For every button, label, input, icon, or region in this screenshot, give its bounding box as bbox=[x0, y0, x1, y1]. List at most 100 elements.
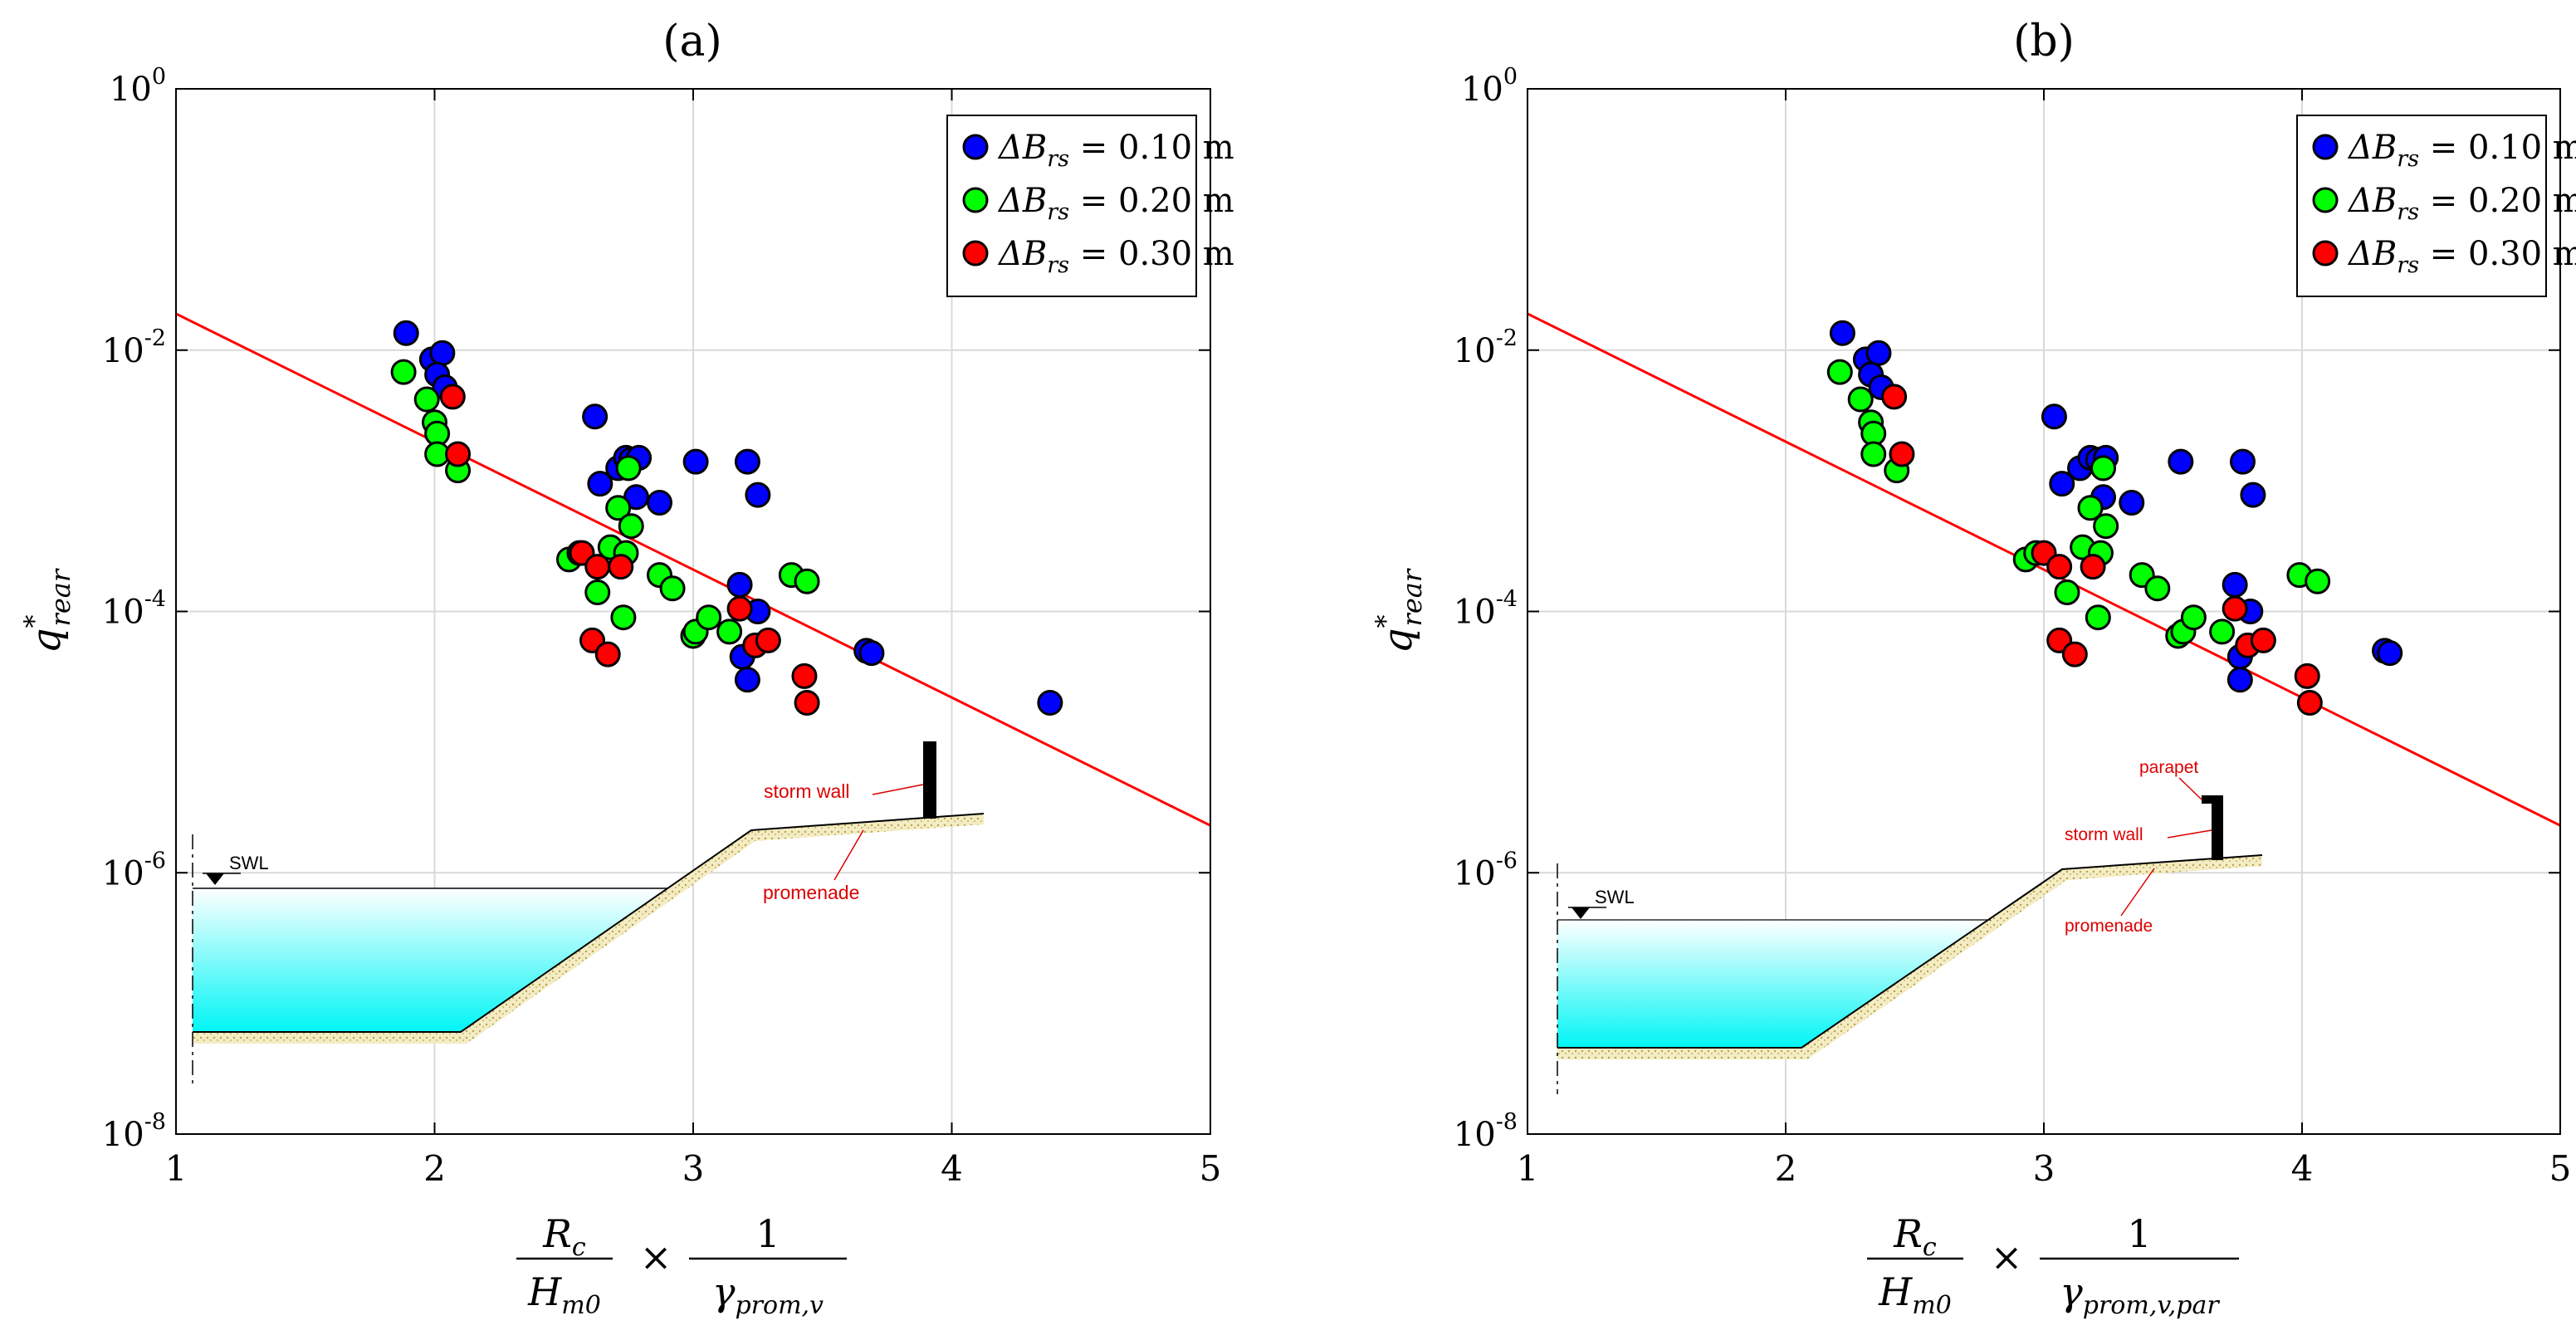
inset-diagram-b: SWL parapet storm wall promenade bbox=[1557, 758, 2263, 1094]
y-tick-label: 10-6 bbox=[102, 848, 166, 892]
data-point-green bbox=[696, 604, 722, 631]
data-points-a bbox=[390, 320, 1063, 716]
x-label-den2-sub: prom,v,par bbox=[2083, 1291, 2221, 1320]
legend-value: = 0.20 m bbox=[1069, 182, 1234, 220]
legend-box bbox=[2296, 115, 2547, 297]
storm-wall-shape bbox=[923, 741, 936, 819]
swl-marker-icon bbox=[206, 873, 224, 885]
data-point-red bbox=[2296, 690, 2323, 716]
legend-symbol: ΔB bbox=[997, 182, 1047, 220]
x-label-numerator-1: Rc bbox=[1893, 1211, 1937, 1262]
seabed-outline bbox=[1557, 854, 2263, 1049]
data-point-blue bbox=[393, 320, 419, 346]
data-point-blue bbox=[858, 640, 885, 667]
x-tick-label: 2 bbox=[1775, 1148, 1797, 1189]
x-label-num1: R bbox=[542, 1211, 572, 1256]
y-tick-exponent: -8 bbox=[144, 1109, 166, 1135]
legend-value: = 0.10 m bbox=[2419, 129, 2576, 167]
data-point-blue bbox=[2240, 482, 2266, 508]
x-label-num1-sub: c bbox=[1923, 1233, 1937, 1262]
legend-value: = 0.30 m bbox=[1069, 235, 1234, 273]
x-label-denominator-1: Hm0 bbox=[1878, 1269, 1952, 1320]
y-tick-base: 10 bbox=[102, 1116, 144, 1154]
trend-line-b bbox=[1527, 312, 2561, 827]
y-tick-exponent: 0 bbox=[152, 64, 166, 90]
data-point-red bbox=[794, 690, 820, 716]
data-point-green bbox=[2209, 619, 2236, 645]
data-point-green bbox=[2180, 604, 2207, 631]
seabed-outline bbox=[193, 813, 985, 1033]
data-point-green bbox=[2085, 604, 2111, 631]
data-point-blue bbox=[2041, 403, 2067, 430]
data-point-red bbox=[726, 595, 753, 622]
data-point-green bbox=[584, 579, 611, 606]
x-tick-label: 1 bbox=[165, 1148, 188, 1189]
data-points-b bbox=[1826, 320, 2403, 716]
data-point-green bbox=[610, 604, 637, 631]
panel-b: SWL parapet storm wall promenade 1 2 3 4 510… bbox=[1370, 17, 2576, 1320]
data-point-red bbox=[439, 384, 466, 410]
y-tick-base: 10 bbox=[1461, 71, 1503, 109]
y-label-superscript: * bbox=[1370, 614, 1401, 628]
data-point-green bbox=[1860, 441, 1887, 467]
x-tick-label: 4 bbox=[941, 1148, 963, 1189]
trend-line bbox=[1527, 312, 2561, 827]
data-point-red bbox=[1889, 441, 1915, 467]
swl-marker-icon bbox=[1572, 907, 1590, 919]
legend-marker-red bbox=[2312, 240, 2339, 266]
y-tick-label: 10-4 bbox=[1454, 587, 1518, 632]
y-axis-label-a: q*rear bbox=[18, 568, 76, 653]
data-point-red bbox=[594, 641, 621, 667]
y-tick-exponent: -2 bbox=[1496, 325, 1518, 351]
x-label-numerator-2: 1 bbox=[2127, 1211, 2151, 1256]
y-tick-base: 10 bbox=[102, 332, 144, 370]
data-point-green bbox=[1847, 386, 1874, 413]
data-point-blue bbox=[726, 571, 753, 598]
legend-entry-label: ΔBrs = 0.30 m bbox=[2347, 235, 2576, 278]
chart-title-a: (a) bbox=[662, 17, 722, 66]
y-tick-label: 10-6 bbox=[1454, 848, 1518, 892]
promenade-label: promenade bbox=[2065, 917, 2153, 936]
y-tick-label: 100 bbox=[1461, 64, 1518, 109]
y-tick-base: 10 bbox=[1454, 332, 1496, 370]
y-tick-label: 100 bbox=[110, 64, 166, 109]
data-point-blue bbox=[2049, 471, 2075, 497]
y-tick-exponent: 0 bbox=[1503, 64, 1518, 90]
data-point-red bbox=[791, 663, 818, 689]
legend-box bbox=[946, 115, 1197, 297]
parapet-leader bbox=[2178, 777, 2202, 800]
data-point-red bbox=[445, 441, 472, 467]
storm-wall-label: storm wall bbox=[764, 780, 850, 802]
data-point-red bbox=[2061, 641, 2088, 667]
data-point-blue bbox=[734, 667, 760, 693]
x-label-denominator-2: γprom,v bbox=[712, 1269, 824, 1320]
data-point-blue bbox=[745, 482, 771, 508]
promenade-leader bbox=[2120, 868, 2155, 917]
data-point-green bbox=[2077, 495, 2104, 521]
x-label-num1-sub: c bbox=[572, 1233, 586, 1262]
x-tick-label: 3 bbox=[2033, 1148, 2055, 1189]
x-label-den2: γ bbox=[712, 1269, 736, 1314]
legend-subscript: rs bbox=[1047, 252, 1069, 278]
y-tick-label: 10-8 bbox=[1454, 1109, 1518, 1154]
data-point-red bbox=[608, 554, 634, 580]
promenade-label: promenade bbox=[763, 882, 859, 903]
legend-marker-red bbox=[962, 240, 989, 266]
x-label-den1-sub: m0 bbox=[1912, 1291, 1952, 1320]
storm-wall-label: storm wall bbox=[2065, 825, 2143, 844]
data-point-blue bbox=[2229, 448, 2256, 475]
x-label-numerator-1: Rc bbox=[542, 1211, 586, 1262]
data-point-blue bbox=[2377, 640, 2403, 667]
legend-marker-blue bbox=[2312, 134, 2339, 160]
x-label-denominator-2: γprom,v,par bbox=[2060, 1269, 2220, 1320]
y-tick-exponent: -6 bbox=[1496, 848, 1518, 873]
data-point-red bbox=[584, 554, 611, 580]
data-point-blue bbox=[429, 340, 456, 366]
legend-symbol: ΔB bbox=[997, 129, 1047, 167]
data-point-green bbox=[413, 386, 440, 413]
data-point-red bbox=[2046, 554, 2073, 580]
